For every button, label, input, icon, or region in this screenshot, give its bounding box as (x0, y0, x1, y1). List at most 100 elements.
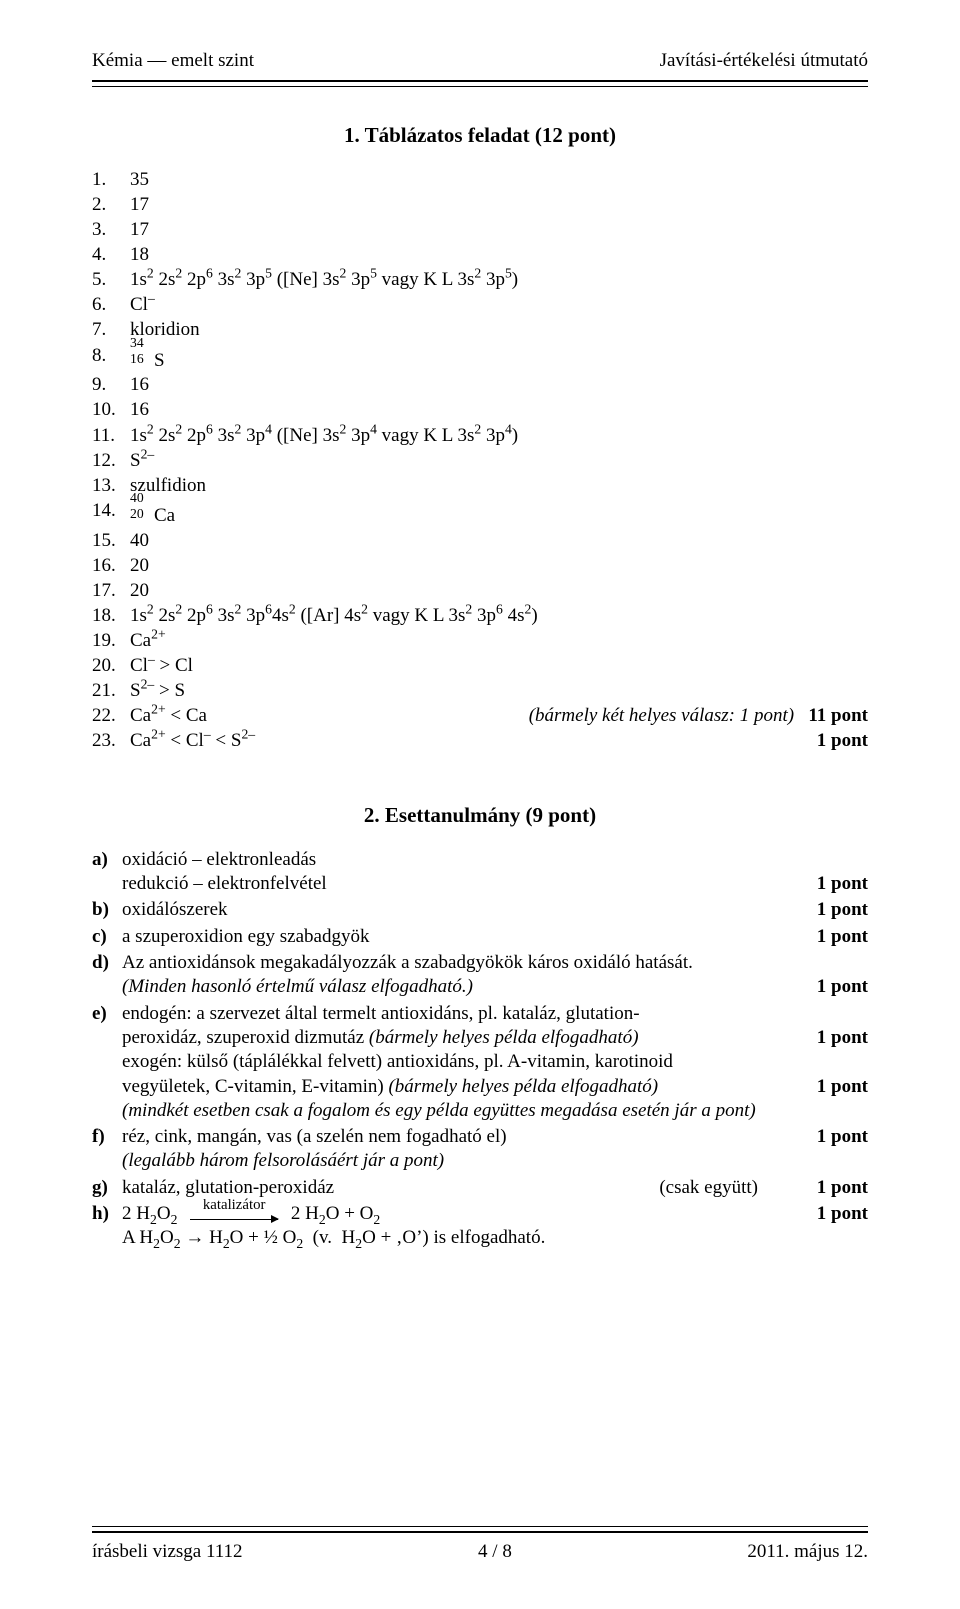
item-7: 7.kloridion (92, 317, 868, 342)
section1-title: 1. Táblázatos feladat (12 pont) (92, 121, 868, 149)
item-17: 17.20 (92, 578, 868, 603)
item-num: 23. (92, 728, 130, 753)
item-content: 1s2 2s2 2p6 3s2 3p5 ([Ne] 3s2 3p5 vagy K… (130, 267, 868, 292)
item-content: 20 (130, 578, 868, 603)
header-left: Kémia — emelt szint (92, 48, 254, 74)
nuclide: 40 20 (130, 498, 152, 521)
note-italic: (bármely két helyes válasz: 1 pont) (529, 705, 794, 726)
nuclide-symbol: Ca (154, 505, 175, 526)
item-content: 1s2 2s2 2p6 3s2 3p64s2 ([Ar] 4s2 vagy K … (130, 603, 868, 628)
page-footer: írásbeli vizsga 1112 4 / 8 2011. május 1… (92, 1526, 868, 1565)
nuclide: 34 16 (130, 343, 152, 366)
item-14: 14. 40 20 Ca (92, 498, 868, 528)
item-19: 19.Ca2+ (92, 628, 868, 653)
item-content: kloridion (130, 317, 868, 342)
q-e-line4: vegyületek, C-vitamin, E-vitamin) (bárme… (122, 1075, 868, 1099)
item-content: 40 (130, 528, 868, 553)
item-num: 12. (92, 448, 130, 473)
q-text-a: vegyületek, C-vitamin, E-vitamin) (122, 1076, 388, 1097)
points: 1 pont (798, 898, 868, 922)
item-3: 3.17 (92, 217, 868, 242)
item-23: 23. Ca2+ < Cl– < S2– 1 pont (92, 728, 868, 753)
item-num: 18. (92, 603, 130, 628)
item-10: 10.16 (92, 397, 868, 422)
q-text-b-italic: (bármely helyes példa elfogadható) (388, 1076, 658, 1097)
item-content: S2– (130, 448, 868, 473)
q-f-line1: réz, cink, mangán, vas (a szelén nem fog… (122, 1125, 868, 1149)
q-a: a) oxidáció – elektronleadás redukció – … (92, 848, 868, 897)
q-d-line1: Az antioxidánsok megakadályozzák a szaba… (122, 951, 868, 975)
item-num: 2. (92, 192, 130, 217)
footer-center: 4 / 8 (478, 1539, 512, 1565)
points: 11 pont (808, 705, 868, 726)
item-content: 40 20 Ca (130, 498, 868, 528)
q-h-line1: 2 H2O2 katalizátor 2 H2O + O2 1 pont (122, 1202, 868, 1226)
item-21: 21.S2– > S (92, 678, 868, 703)
q-label: g) (92, 1176, 122, 1200)
item-4: 4.18 (92, 242, 868, 267)
q-body: oxidálószerek 1 pont (122, 898, 868, 922)
q-body: réz, cink, mangán, vas (a szelén nem fog… (122, 1125, 868, 1174)
q-label: e) (92, 1002, 122, 1026)
q-h: h) 2 H2O2 katalizátor 2 H2O + O2 1 pont … (92, 1202, 868, 1251)
item-note: (bármely két helyes válasz: 1 pont) 11 p… (529, 703, 868, 728)
q-body: endogén: a szervezet által termelt antio… (122, 1002, 868, 1124)
item-content: 34 16 S (130, 343, 868, 373)
h-lhs: 2 H2O2 (122, 1203, 177, 1224)
nuclide-mass: 34 (130, 334, 144, 352)
points: 1 pont (798, 925, 868, 949)
page-header: Kémia — emelt szint Javítási-értékelési … (92, 48, 868, 74)
item-content: Cl– > Cl (130, 653, 868, 678)
item-num: 6. (92, 292, 130, 317)
item-content: Ca2+ (130, 628, 868, 653)
item-num: 17. (92, 578, 130, 603)
q-b: b) oxidálószerek 1 pont (92, 898, 868, 922)
item-8: 8. 34 16 S (92, 343, 868, 373)
arrow-head-icon (271, 1215, 279, 1223)
q-text: peroxidáz, szuperoxid dizmutáz (bármely … (122, 1026, 798, 1050)
q-label: a) (92, 848, 122, 872)
item-num: 1. (92, 167, 130, 192)
q-g-note: (csak együtt) (659, 1176, 798, 1200)
q-label: d) (92, 951, 122, 975)
q-e: e) endogén: a szervezet által termelt an… (92, 1002, 868, 1124)
item-12: 12.S2– (92, 448, 868, 473)
section1-list: 1.35 2.17 3.17 4.18 5.1s2 2s2 2p6 3s2 3p… (92, 167, 868, 753)
item-1: 1.35 (92, 167, 868, 192)
q-d: d) Az antioxidánsok megakadályozzák a sz… (92, 951, 868, 1000)
item-6: 6.Cl– (92, 292, 868, 317)
item-2: 2.17 (92, 192, 868, 217)
q-label: b) (92, 898, 122, 922)
arrow-line (190, 1219, 278, 1220)
item-num: 7. (92, 317, 130, 342)
q-a-line1: oxidáció – elektronleadás (122, 848, 868, 872)
points: 1 pont (798, 1075, 868, 1099)
q-body: 2 H2O2 katalizátor 2 H2O + O2 1 pont A H… (122, 1202, 868, 1251)
item-20: 20.Cl– > Cl (92, 653, 868, 678)
q-body: Az antioxidánsok megakadályozzák a szaba… (122, 951, 868, 1000)
q-d-line2: (Minden hasonló értelmű válasz elfogadha… (122, 975, 868, 999)
q-h-line2: A H2O2 → H2O + ½ O2 (v. H2O + ‚O’) is el… (122, 1226, 868, 1250)
item-text: Ca2+ < Cl– < S2– (130, 728, 817, 753)
item-num: 22. (92, 703, 130, 728)
points: 1 pont (817, 728, 868, 753)
item-9: 9.16 (92, 372, 868, 397)
points: 1 pont (798, 872, 868, 896)
q-f: f) réz, cink, mangán, vas (a szelén nem … (92, 1125, 868, 1174)
points: 1 pont (798, 1125, 868, 1149)
item-content: 17 (130, 217, 868, 242)
q-e-line2: peroxidáz, szuperoxid dizmutáz (bármely … (122, 1026, 868, 1050)
item-num: 9. (92, 372, 130, 397)
nuclide-symbol: S (154, 349, 165, 370)
q-label: c) (92, 925, 122, 949)
q-text: 2 H2O2 katalizátor 2 H2O + O2 (122, 1202, 798, 1226)
item-18: 18.1s2 2s2 2p6 3s2 3p64s2 ([Ar] 4s2 vagy… (92, 603, 868, 628)
item-num: 8. (92, 343, 130, 368)
item-text: Ca2+ < Ca (130, 703, 529, 728)
item-num: 13. (92, 473, 130, 498)
footer-divider-thick (92, 1531, 868, 1533)
nuclide-z: 16 (130, 350, 144, 368)
q-text: redukció – elektronfelvétel (122, 872, 798, 896)
item-num: 14. (92, 498, 130, 523)
item-content: 20 (130, 553, 868, 578)
